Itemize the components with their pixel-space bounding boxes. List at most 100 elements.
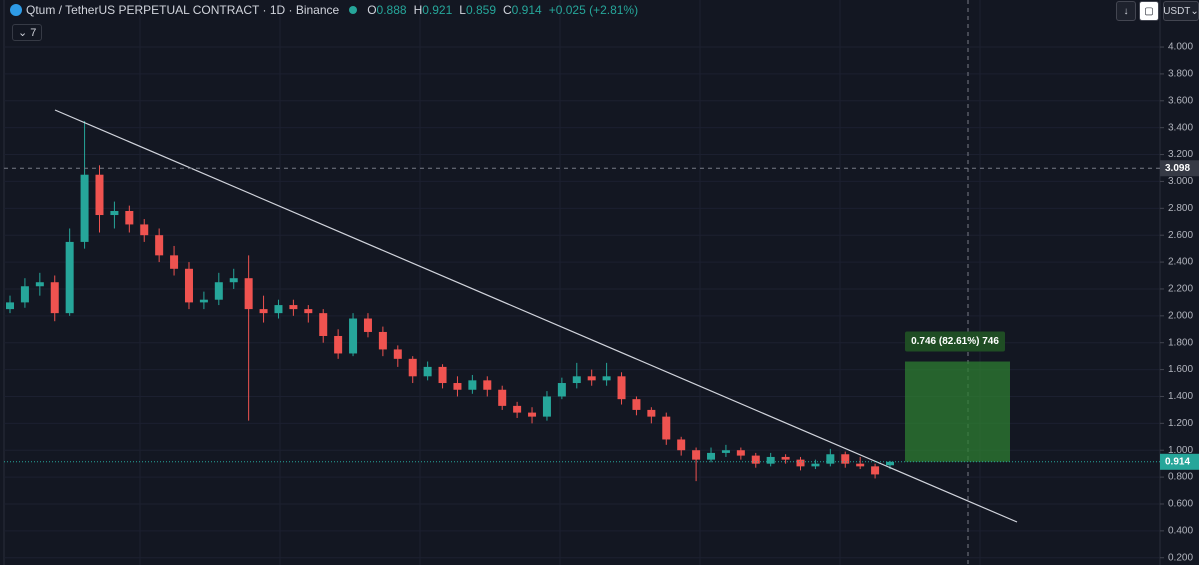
currency: USDT [1163,5,1191,17]
candle-body [886,461,894,466]
candle-body [513,405,522,413]
y-tick-label: 3.000 [1168,176,1193,187]
y-tick-label: 2.600 [1168,230,1193,241]
candle-body [483,380,492,390]
y-tick-label: 2.000 [1168,310,1193,321]
candle-body [736,450,745,456]
y-tick-label: 4.000 [1168,42,1193,53]
y-tick-label: 1.800 [1168,337,1193,348]
candle-body [826,454,835,464]
candle-body [184,268,193,303]
candle-body [363,318,372,332]
open-value: 0.888 [376,3,407,17]
currency-button[interactable]: USDT ⌄ [1163,1,1199,21]
candle-body [453,383,462,390]
candle-body [334,335,343,354]
candle-body [841,454,850,464]
candle-body [80,174,89,242]
candle-body [677,439,686,451]
y-tick-label: 3.400 [1168,122,1193,133]
candle-body [35,282,44,287]
y-tick-label: 2.800 [1168,203,1193,214]
candle-body [587,376,596,381]
candle-body [95,174,104,216]
crosshair-label-bg [1160,160,1199,177]
candle-body [557,383,566,397]
candle-body [602,376,611,381]
candle-body [214,282,223,300]
candle-body [468,380,477,390]
status-dot [349,6,358,14]
measure-box [905,361,1010,462]
symbol-logo [10,4,22,16]
last-price-label: 0.914 [1165,456,1190,467]
candle-body [319,313,328,336]
candle-body [408,358,417,377]
y-tick-label: 0.800 [1168,472,1193,483]
candle-body [65,241,74,314]
download-button[interactable]: ↓ [1116,1,1136,21]
candle-body [498,389,507,406]
legend-header: Qtum / TetherUS PERPETUAL CONTRACT · 1D … [10,3,641,17]
candle-body [259,309,268,314]
candle-body [378,331,387,350]
measure-label: 0.746 (82.61%) 746 [911,336,999,347]
y-tick-label: 0.400 [1168,526,1193,537]
candle-body [796,459,805,467]
crosshair-label: 3.098 [1165,163,1190,174]
change: +0.025 (+2.81%) [548,3,639,17]
candle-body [304,309,313,314]
candle-body [572,376,581,384]
candle-body [662,416,671,440]
measure-label-bg [905,331,1005,352]
candle-body [244,278,253,310]
vertical-grid [139,0,981,565]
close-label: C [503,3,512,17]
y-tick-label: 1.600 [1168,364,1193,375]
candle-body [617,376,626,400]
indicators-toggle[interactable]: ⌄ 7 [12,24,43,41]
symbol: Qtum / TetherUS PERPETUAL CONTRACT · 1D … [26,3,340,17]
y-tick-label: 3.200 [1168,149,1193,160]
trend-line [54,109,1018,523]
y-tick-label: 2.400 [1168,257,1193,268]
candle-body [647,409,656,417]
low-value: 0.859 [465,3,496,17]
low-label: L [459,3,466,17]
candle-body [766,456,775,464]
candle-body [632,399,641,410]
candle-body [721,450,730,453]
candle-body [170,255,179,269]
y-tick-label: 1.200 [1168,418,1193,429]
candle-body [20,286,29,303]
y-tick-label: 0.600 [1168,499,1193,510]
candle-body [50,282,59,314]
indicator-count: 7 [30,27,37,39]
y-tick-label: 3.600 [1168,95,1193,106]
open-label: O [367,3,377,17]
y-tick-label: 0.200 [1168,552,1193,563]
candle-body [871,466,880,475]
candle-body [707,452,716,460]
last-price-label-bg [1160,453,1199,470]
candle-body [528,412,537,417]
high-label: H [413,3,423,17]
candle-body [438,366,447,384]
y-tick-label: 3.800 [1168,69,1193,80]
candle-body [811,463,820,467]
close-value: 0.914 [511,3,542,17]
candle-body [140,224,149,236]
candle-body [781,456,790,460]
high-value: 0.921 [422,3,453,17]
candle-body [274,305,283,314]
candle-body [155,235,164,256]
candle-body [125,211,134,225]
candle-body [199,299,208,303]
fullscreen-button[interactable]: ▢ [1139,1,1159,21]
y-tick-label: 2.200 [1168,284,1193,295]
candle-body [393,349,402,359]
candle-body [423,366,432,377]
candle-body [6,302,14,310]
